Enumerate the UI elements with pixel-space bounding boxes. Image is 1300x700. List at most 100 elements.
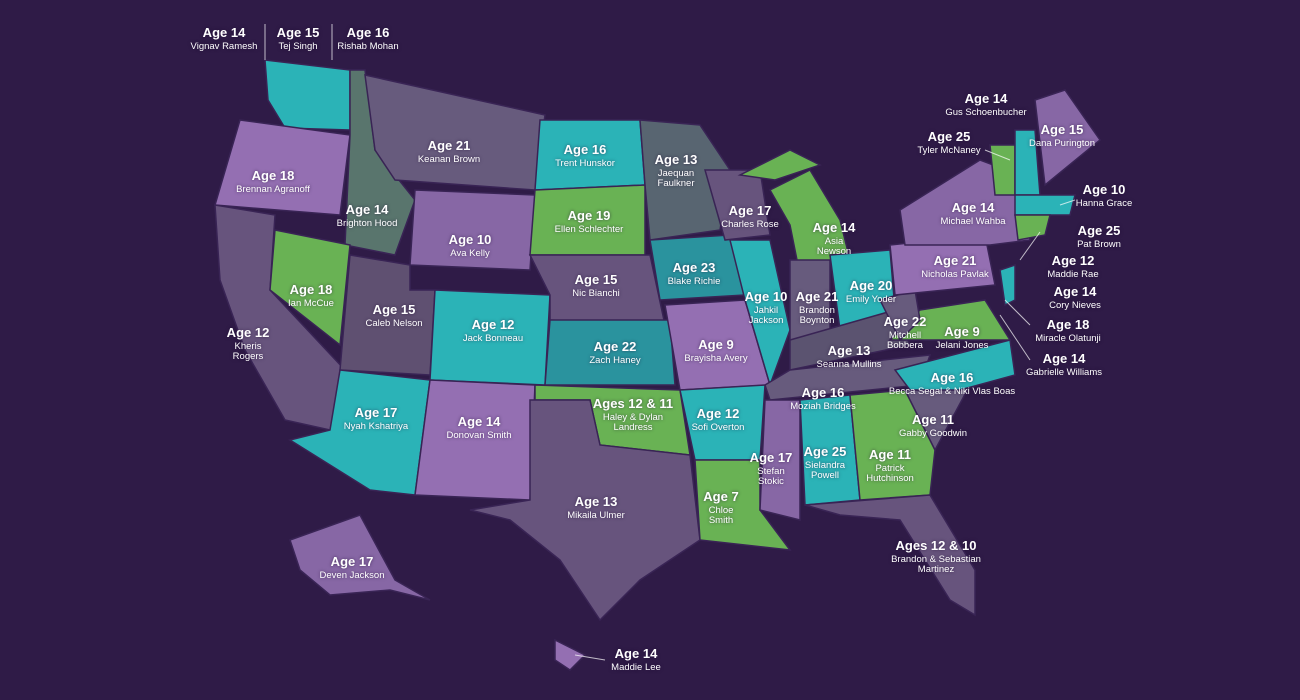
person-label: Age 14 Gabrielle Williams bbox=[1026, 352, 1102, 378]
person-label: Age 12 Kheris Rogers bbox=[227, 326, 270, 362]
age: Age 10 bbox=[448, 232, 492, 247]
person-name: Brayisha Avery bbox=[684, 352, 748, 364]
person-name: Zach Haney bbox=[589, 354, 641, 366]
state-mn bbox=[639, 119, 731, 241]
age: Age 17 bbox=[354, 405, 398, 420]
age: Age 16 bbox=[801, 385, 845, 400]
person-label: Age 23 Blake Richie bbox=[668, 261, 721, 287]
person-name: Gabrielle Williams bbox=[1025, 366, 1103, 378]
person-label: Age 16 Rishab Mohan bbox=[337, 26, 398, 52]
person-name: Mikaila Ulmer bbox=[567, 509, 625, 521]
age: Age 12 bbox=[1051, 253, 1095, 268]
person-name: Gus Schoenbucher bbox=[945, 106, 1027, 118]
person-label: Age 13 Mikaila Ulmer bbox=[567, 495, 625, 521]
age: Age 13 bbox=[574, 494, 618, 509]
person-label: Age 14 Cory Nieves bbox=[1049, 285, 1101, 311]
person-name: Hanna Grace bbox=[1075, 197, 1133, 209]
person-label: Age 14 Donovan Smith bbox=[447, 415, 512, 441]
person-name: Donovan Smith bbox=[446, 429, 512, 441]
person-name: Vignav Ramesh bbox=[190, 40, 258, 52]
person-label: Age 25 Tyler McNaney bbox=[917, 130, 980, 156]
age: Age 10 bbox=[1082, 182, 1126, 197]
person-name: Blake Richie bbox=[667, 275, 721, 287]
person-name: Michael Wahba bbox=[940, 215, 1006, 227]
person-label: Age 22 Zach Haney bbox=[589, 340, 640, 366]
age: Age 16 bbox=[346, 25, 390, 40]
person-label: Age 14 Asia Newson bbox=[812, 221, 857, 257]
state-ma bbox=[1014, 194, 1076, 216]
age: Age 12 bbox=[471, 317, 515, 332]
person-label: Age 21 Nicholas Pavlak bbox=[921, 254, 989, 280]
state-ky bbox=[789, 309, 912, 371]
person-label: Age 17 Deven Jackson bbox=[320, 555, 385, 581]
person-name: Becca Segal & Niki Vlas Boas bbox=[888, 385, 1016, 397]
state-wa bbox=[264, 59, 351, 131]
person-label: Age 14 Michael Wahba bbox=[940, 201, 1005, 227]
person-name: Maddie Rae bbox=[1047, 268, 1099, 280]
person-name: Caleb Nelson bbox=[365, 317, 423, 329]
age: Age 14 bbox=[457, 414, 501, 429]
person-name: Dana Purington bbox=[1028, 137, 1096, 149]
person-label: Age 12 Maddie Rae bbox=[1047, 254, 1098, 280]
person-name: Stefan Stokic bbox=[757, 465, 785, 487]
person-label: Age 9 Brayisha Avery bbox=[684, 338, 747, 364]
person-name: Asia Newson bbox=[816, 235, 852, 257]
person-label: Age 15 Tej Singh bbox=[277, 26, 320, 52]
age: Age 20 bbox=[849, 278, 893, 293]
person-label: Age 10 Ava Kelly bbox=[449, 233, 492, 259]
person-label: Age 7 Chloe Smith bbox=[701, 490, 741, 526]
age: Age 23 bbox=[672, 260, 716, 275]
state-nv bbox=[269, 229, 351, 347]
age: Age 14 bbox=[812, 220, 856, 235]
person-name: Kheris Rogers bbox=[232, 340, 264, 362]
person-label: Age 11 Gabby Goodwin bbox=[899, 413, 967, 439]
person-label: Age 17 Stefan Stokic bbox=[750, 451, 793, 487]
age: Age 12 bbox=[696, 406, 740, 421]
person-name: Tyler McNaney bbox=[917, 144, 981, 156]
age: Age 14 bbox=[345, 202, 389, 217]
person-label: Age 17 Nyah Kshatriya bbox=[344, 406, 408, 432]
person-name: Patrick Hutchinson bbox=[866, 462, 914, 484]
person-label: Age 12 Jack Bonneau bbox=[463, 318, 523, 344]
age: Age 21 bbox=[933, 253, 977, 268]
state-fl bbox=[804, 494, 976, 617]
leader-line bbox=[1059, 199, 1076, 206]
person-label: Age 21 Brandon Boynton bbox=[795, 290, 840, 326]
person-label: Age 20 Emily Yoder bbox=[846, 279, 896, 305]
age: Age 15 bbox=[574, 272, 618, 287]
person-label: Age 10 Hanna Grace bbox=[1076, 183, 1133, 209]
person-label: Age 19 Ellen Schlechter bbox=[555, 209, 624, 235]
person-label: Age 13 Seanna Mullins bbox=[817, 344, 882, 370]
age: Age 10 bbox=[744, 289, 788, 304]
person-label: Age 16 Becca Segal & Niki Vlas Boas bbox=[889, 371, 1015, 397]
state-vt bbox=[989, 144, 1016, 196]
age: Age 25 bbox=[1077, 223, 1121, 238]
leader-line bbox=[1019, 231, 1041, 261]
age: Age 19 bbox=[567, 208, 611, 223]
leader-line bbox=[999, 314, 1031, 361]
age: Age 25 bbox=[803, 444, 847, 459]
person-name: Keanan Brown bbox=[417, 153, 481, 165]
person-label: Ages 12 & 10 Brandon & Sebastian Martinez bbox=[886, 539, 986, 575]
person-name: Brennan Agranoff bbox=[236, 183, 310, 195]
age: Age 22 bbox=[593, 339, 637, 354]
age: Age 9 bbox=[944, 324, 980, 339]
age: Age 7 bbox=[703, 489, 739, 504]
person-name: Rishab Mohan bbox=[337, 40, 399, 52]
age: Age 21 bbox=[427, 138, 471, 153]
age: Age 14 bbox=[1053, 284, 1097, 299]
state-nc bbox=[893, 339, 1016, 391]
age: Age 25 bbox=[927, 129, 971, 144]
person-label: Age 14 Maddie Lee bbox=[611, 647, 661, 673]
person-name: Brighton Hood bbox=[336, 217, 398, 229]
person-name: Miracle Olatunji bbox=[1035, 332, 1101, 344]
age: Age 22 bbox=[883, 314, 927, 329]
person-name: Jahkil Jackson bbox=[748, 304, 784, 326]
age: Age 17 bbox=[749, 450, 793, 465]
person-name: Jaequan Faulkner bbox=[657, 167, 695, 189]
state-wi bbox=[704, 169, 771, 241]
state-ga bbox=[849, 389, 936, 501]
person-label: Age 16 Moziah Bridges bbox=[790, 386, 855, 412]
